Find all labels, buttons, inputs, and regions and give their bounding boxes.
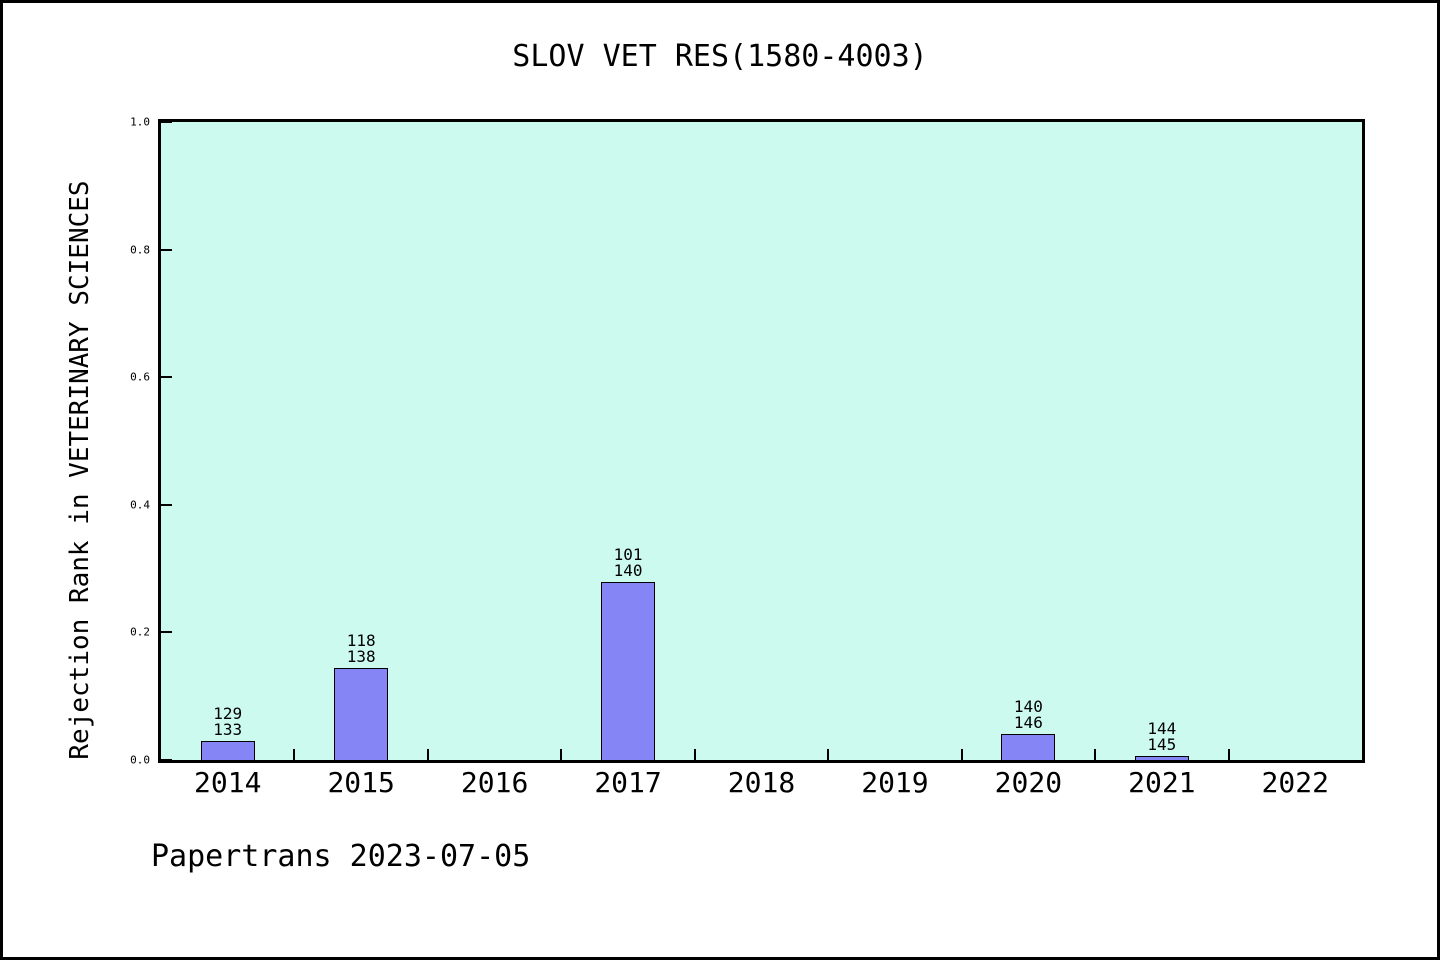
bar-2014 [200,740,255,760]
y-tick [161,376,172,379]
x-tick [560,749,563,760]
x-tick-label: 2018 [727,766,796,799]
y-tick [161,248,172,251]
y-tick [161,759,172,761]
chart-title: SLOV VET RES(1580-4003) [512,39,928,74]
x-tick-label: 2016 [460,766,529,799]
bar-label-2014: 129 133 [213,703,243,739]
y-tick [161,121,172,123]
x-tick-label: 2022 [1261,766,1329,799]
x-tick-label: 2014 [194,766,262,799]
bar-label-2020: 140 146 [1013,696,1043,732]
x-tick-label: 2019 [861,766,929,799]
y-axis-label: Rejection Rank in VETERINARY SCIENCES [65,180,95,760]
x-tick-label: 2021 [1128,766,1196,799]
x-tick [1094,749,1097,760]
bar-2020 [1001,733,1056,760]
bar-label-2021: 144 145 [1147,718,1177,754]
plot-area: 0.0 0.2 0.4 0.6 0.8 1.0 2014 129 133 2015 118 138… [130,117,1365,797]
x-tick [960,749,963,760]
bar-label-2017: 101 140 [613,545,643,581]
bar-2021 [1134,755,1189,760]
bar-label-2015: 118 138 [346,630,376,666]
x-tick-label: 2015 [327,766,395,799]
y-tick-label: 0.6 [130,370,150,384]
x-tick [426,749,429,760]
y-tick-label: 1.0 [130,115,150,129]
x-tick-label: 2017 [594,766,662,799]
x-tick [1227,749,1230,760]
y-tick-label: 0.2 [130,625,150,639]
x-tick [827,749,830,760]
watermark-text: Papertrans 2023-07-05 [151,839,531,874]
x-tick [693,749,696,760]
y-tick-label: 0.4 [130,498,150,512]
y-tick-label: 0.0 [130,753,150,767]
bar-2015 [334,667,389,760]
x-tick [293,749,296,760]
y-tick [161,631,172,634]
y-tick-label: 0.8 [130,243,150,257]
bar-2017 [601,582,656,760]
y-tick [161,503,172,506]
x-tick-label: 2020 [994,766,1063,799]
